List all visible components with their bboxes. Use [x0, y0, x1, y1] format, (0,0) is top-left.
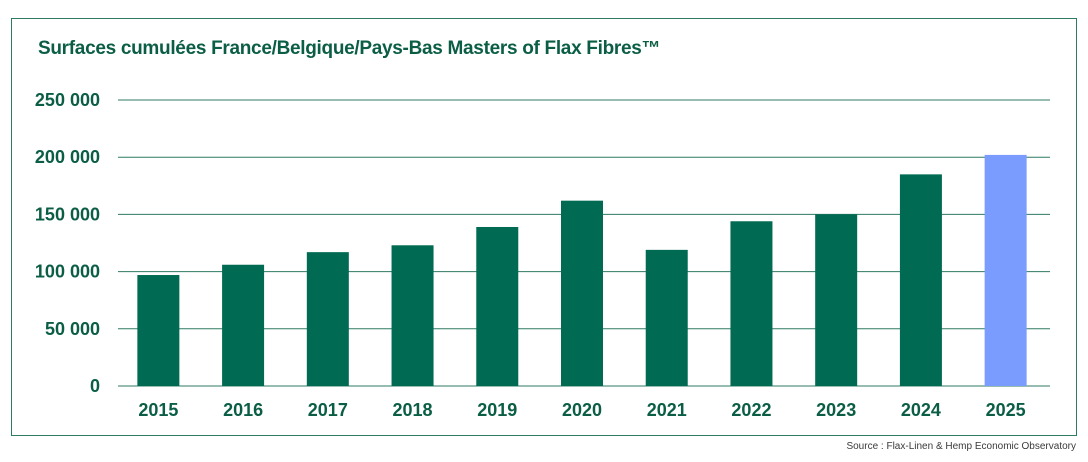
- x-tick-label: 2016: [223, 400, 263, 420]
- y-tick-label: 100 000: [35, 262, 100, 282]
- bar-2022: [730, 221, 773, 386]
- bar-2025: [984, 154, 1027, 386]
- x-tick-label: 2025: [986, 400, 1026, 420]
- y-axis-tick-labels: 0 50 000 100 000 150 000 200 000 250 000: [35, 90, 100, 396]
- x-tick-label: 2018: [393, 400, 433, 420]
- y-tick-label: 0: [90, 376, 100, 396]
- bar-2024: [899, 174, 942, 386]
- x-tick-label: 2023: [816, 400, 856, 420]
- bar-2015: [137, 275, 180, 386]
- x-tick-label: 2019: [477, 400, 517, 420]
- x-tick-label: 2015: [138, 400, 178, 420]
- bar-2017: [306, 252, 349, 386]
- bar-2016: [222, 264, 265, 386]
- chart-title: Surfaces cumulées France/Belgique/Pays-B…: [38, 38, 661, 59]
- y-tick-label: 250 000: [35, 90, 100, 110]
- bar-2023: [815, 214, 858, 386]
- y-tick-label: 50 000: [45, 319, 100, 339]
- x-tick-label: 2022: [731, 400, 771, 420]
- x-tick-label: 2017: [308, 400, 348, 420]
- x-axis-tick-labels: 2015 2016 2017 2018 2019 2020 2021 2022 2023 2024…: [138, 400, 1025, 420]
- x-tick-label: 2020: [562, 400, 602, 420]
- bar-2019: [476, 226, 519, 386]
- x-tick-label: 2024: [901, 400, 941, 420]
- chart-frame: [11, 18, 1077, 436]
- y-tick-label: 150 000: [35, 204, 100, 224]
- bar-2021: [645, 249, 688, 386]
- x-tick-label: 2021: [647, 400, 687, 420]
- bar-2020: [561, 200, 603, 386]
- bars: [137, 154, 1027, 386]
- source-note: Source : Flax-Linen & Hemp Economic Obse…: [846, 441, 1076, 452]
- bar-2018: [391, 245, 434, 386]
- y-tick-label: 200 000: [35, 147, 100, 167]
